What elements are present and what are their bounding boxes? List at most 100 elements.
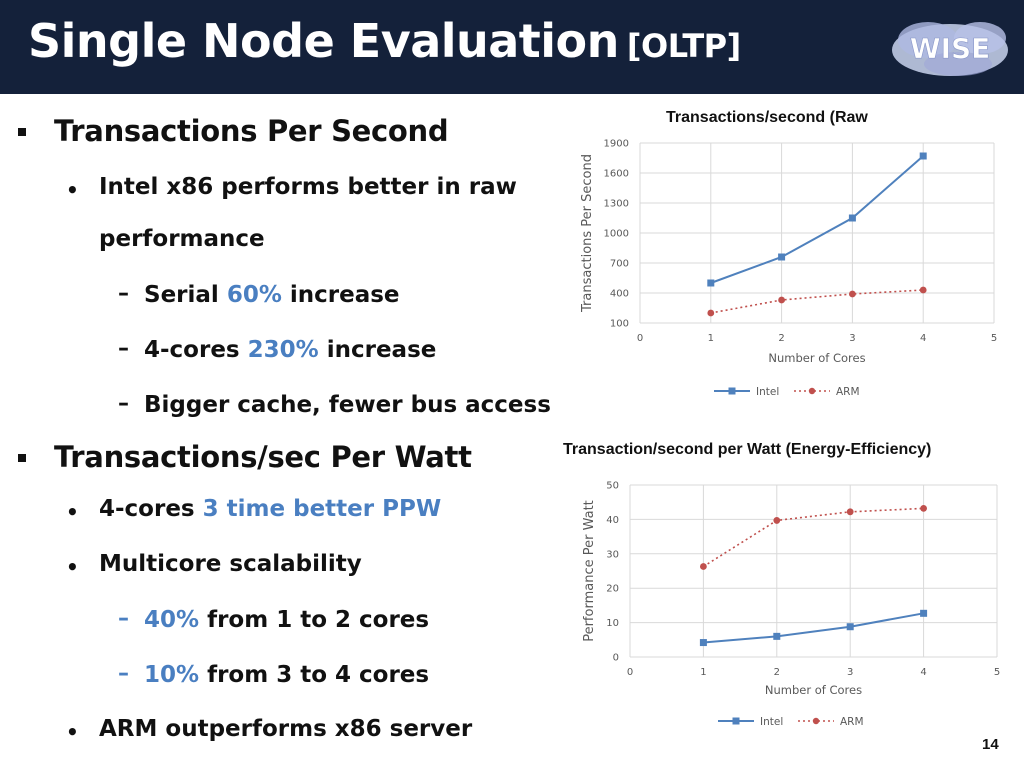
data-point-arm	[707, 309, 715, 317]
data-point-intel	[920, 609, 928, 617]
x-tick-label: 1	[700, 667, 706, 678]
y-tick-label: 1900	[604, 139, 629, 150]
heading-tps: Transactions Per Second	[54, 114, 449, 148]
series-line-intel	[710, 155, 924, 284]
series-line-arm	[702, 507, 924, 568]
y-tick-label: 50	[606, 481, 619, 492]
y-tick-label: 400	[610, 289, 629, 300]
data-point-intel	[846, 623, 854, 631]
bullet-dot-icon: •	[66, 720, 79, 744]
data-point-intel	[699, 639, 707, 647]
x-tick-label: 0	[627, 667, 633, 678]
heading-ppw: Transactions/sec Per Watt	[54, 440, 472, 474]
x-tick-label: 2	[778, 333, 784, 344]
x-tick-label: 5	[991, 333, 997, 344]
chart2-title: Transaction/second per Watt (Energy-Effi…	[563, 441, 932, 458]
x-tick-label: 3	[849, 333, 855, 344]
x-tick-label: 0	[637, 333, 643, 344]
serial-item: Serial 60% increase	[144, 282, 400, 308]
x-tick-label: 3	[847, 667, 853, 678]
serial-prefix: Serial	[144, 282, 219, 308]
m1-pct: 40%	[144, 607, 200, 633]
intel-line-1: Intel x86 performs better in raw	[99, 174, 517, 200]
chart1-title: Transactions/second (Raw	[666, 109, 868, 126]
y-tick-label: 0	[613, 653, 619, 664]
arm-item: ARM outperforms x86 server	[99, 716, 473, 742]
bullet-dot-icon: •	[66, 500, 79, 524]
intel-line-2: performance	[99, 226, 265, 252]
data-point-intel	[773, 632, 781, 640]
m1-item: 40% from 1 to 2 cores	[144, 607, 429, 633]
cores-prefix: 4-cores	[144, 337, 240, 363]
x-tick-label: 4	[920, 333, 926, 344]
ppw-highlight: 3 time better PPW	[202, 496, 442, 522]
bullet-dot-icon: •	[66, 555, 79, 579]
data-point-arm	[920, 504, 927, 512]
cores-item: 4-cores 230% increase	[144, 337, 436, 363]
legend-label-intel: Intel	[756, 386, 779, 398]
y-axis-label: Performance Per Watt	[582, 500, 597, 642]
y-tick-label: 100	[610, 319, 629, 330]
m2-pct: 10%	[144, 662, 200, 688]
y-axis-label: Transactions Per Second	[580, 154, 595, 313]
bullet-dash-icon: –	[118, 661, 129, 686]
legend-label-arm: ARM	[840, 716, 864, 728]
cores-suffix: increase	[326, 337, 437, 363]
data-point-arm	[846, 508, 854, 516]
x-axis-label: Number of Cores	[768, 351, 865, 365]
bullet-dash-icon: –	[118, 391, 129, 416]
slide-title-text: Single Node Evaluation	[28, 14, 619, 68]
multicore-item: Multicore scalability	[99, 551, 362, 577]
x-axis-label: Number of Cores	[765, 683, 862, 697]
y-tick-label: 1000	[604, 229, 629, 240]
title-bar: Single Node Evaluation [OLTP] WISE	[0, 0, 1024, 94]
bullet-dot-icon: •	[66, 178, 79, 202]
y-tick-label: 700	[610, 259, 629, 270]
bullet-square-icon	[18, 128, 26, 136]
y-tick-label: 20	[606, 584, 619, 595]
slide-title: Single Node Evaluation [OLTP]	[28, 14, 741, 68]
data-point-arm	[919, 286, 927, 294]
logo-text: WISE	[910, 32, 991, 65]
legend-label-arm: ARM	[836, 386, 860, 398]
bullet-dash-icon: –	[118, 336, 129, 361]
wise-logo: WISE	[892, 22, 1008, 76]
data-point-intel	[919, 152, 927, 160]
series-line-arm	[710, 289, 924, 314]
data-point-arm	[700, 563, 707, 570]
y-tick-label: 1600	[604, 169, 629, 180]
series-line-intel	[703, 612, 924, 644]
serial-pct: 60%	[226, 282, 282, 308]
data-point-intel	[778, 253, 786, 261]
y-tick-label: 10	[606, 618, 619, 629]
data-point-arm	[778, 296, 785, 304]
m1-text: from 1 to 2 cores	[207, 607, 430, 633]
data-point-arm	[849, 290, 856, 298]
legend-marker-arm	[808, 387, 816, 395]
legend-marker-arm	[812, 717, 820, 725]
y-tick-label: 40	[606, 515, 619, 526]
slide-subtitle: [OLTP]	[626, 27, 741, 65]
y-tick-label: 30	[606, 549, 619, 560]
bullet-dash-icon: –	[118, 281, 129, 306]
data-point-arm	[773, 517, 781, 524]
m2-item: 10% from 3 to 4 cores	[144, 662, 429, 688]
serial-suffix: increase	[289, 282, 400, 308]
cache-item: Bigger cache, fewer bus access	[144, 392, 551, 418]
bullet-dash-icon: –	[118, 606, 129, 631]
x-tick-label: 2	[774, 667, 780, 678]
legend-marker-intel	[728, 387, 736, 395]
ppw-item: 4-cores 3 time better PPW	[99, 496, 441, 522]
x-tick-label: 4	[920, 667, 926, 678]
data-point-intel	[848, 214, 856, 222]
legend-marker-intel	[732, 717, 740, 725]
x-tick-label: 1	[708, 333, 714, 344]
m2-text: from 3 to 4 cores	[207, 662, 430, 688]
y-tick-label: 1300	[604, 199, 629, 210]
page-number: 14	[982, 736, 999, 753]
data-point-intel	[707, 279, 715, 287]
bullet-square-icon	[18, 454, 26, 462]
ppw-prefix: 4-cores	[99, 496, 195, 522]
legend-label-intel: Intel	[760, 716, 783, 728]
x-tick-label: 5	[994, 667, 1000, 678]
